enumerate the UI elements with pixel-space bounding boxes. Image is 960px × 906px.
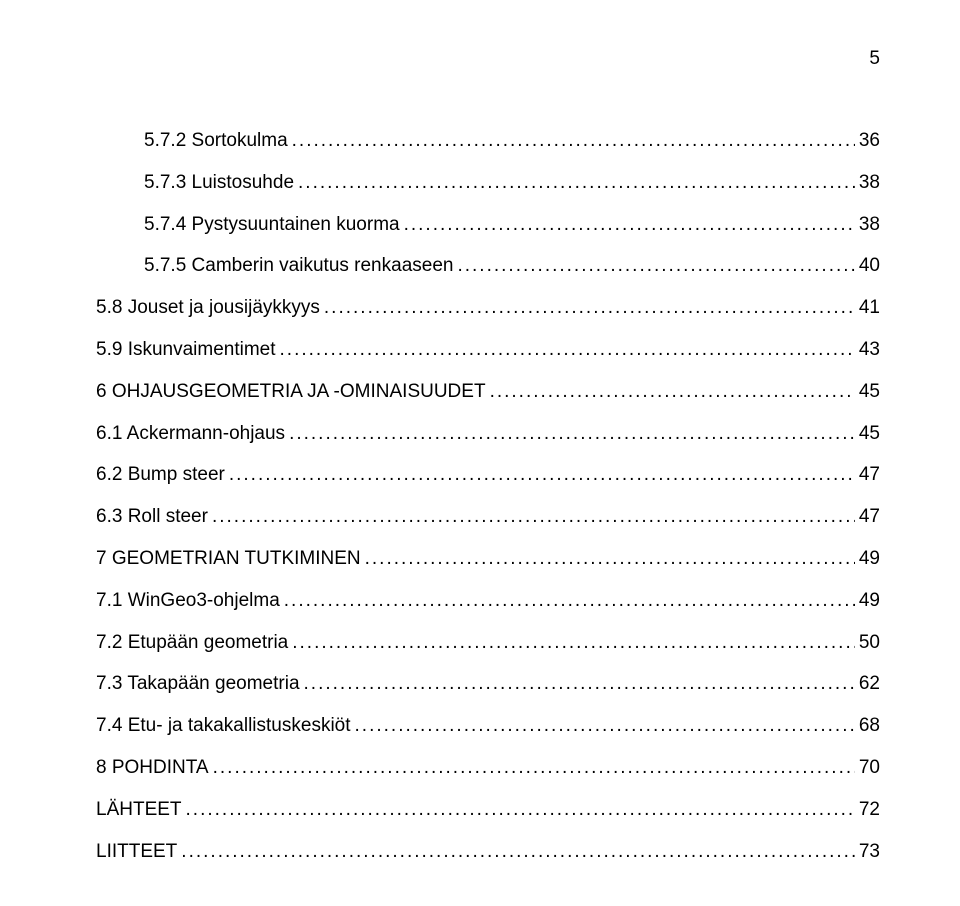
toc-entry: 7.3 Takapään geometria 62 — [96, 663, 880, 705]
toc-page: 72 — [859, 789, 880, 831]
toc-leader — [304, 663, 855, 705]
toc-page: 36 — [859, 120, 880, 162]
toc-page: 49 — [859, 580, 880, 622]
toc-leader — [365, 538, 855, 580]
toc-label: 5.7.2 Sortokulma — [144, 120, 288, 162]
toc-leader — [213, 747, 855, 789]
toc-entry: 8 POHDINTA 70 — [96, 747, 880, 789]
toc-entry: 6.3 Roll steer 47 — [96, 496, 880, 538]
toc-label: 5.7.4 Pystysuuntainen kuorma — [144, 204, 400, 246]
toc-label: 8 POHDINTA — [96, 747, 209, 789]
toc-entry: 5.7.3 Luistosuhde 38 — [96, 162, 880, 204]
toc-label: 5.8 Jouset ja jousijäykkyys — [96, 287, 320, 329]
toc-page: 49 — [859, 538, 880, 580]
toc-page: 50 — [859, 622, 880, 664]
toc-label: 5.9 Iskunvaimentimet — [96, 329, 276, 371]
toc-leader — [229, 454, 855, 496]
toc-leader — [181, 831, 855, 873]
toc-leader — [324, 287, 855, 329]
toc-label: 7.3 Takapään geometria — [96, 663, 300, 705]
toc-page: 47 — [859, 496, 880, 538]
toc-page: 41 — [859, 287, 880, 329]
toc-leader — [289, 413, 855, 455]
toc-leader — [212, 496, 855, 538]
toc-entry: LÄHTEET 72 — [96, 789, 880, 831]
toc-leader — [186, 789, 855, 831]
toc-page: 70 — [859, 747, 880, 789]
toc-entry: 7 GEOMETRIAN TUTKIMINEN 49 — [96, 538, 880, 580]
toc-entry: 5.7.2 Sortokulma 36 — [96, 120, 880, 162]
toc-page: 73 — [859, 831, 880, 873]
toc-leader — [490, 371, 855, 413]
toc-entry: LIITTEET 73 — [96, 831, 880, 873]
toc-entry: 6.1 Ackermann-ohjaus 45 — [96, 413, 880, 455]
toc-entry: 7.2 Etupään geometria 50 — [96, 622, 880, 664]
toc-page: 45 — [859, 413, 880, 455]
toc-label: 6.1 Ackermann-ohjaus — [96, 413, 285, 455]
toc-leader — [292, 622, 855, 664]
toc-label: 7.2 Etupään geometria — [96, 622, 288, 664]
toc-page: 38 — [859, 162, 880, 204]
toc-leader — [457, 245, 854, 287]
table-of-contents: 5.7.2 Sortokulma 36 5.7.3 Luistosuhde 38… — [96, 120, 880, 872]
toc-label: 7.4 Etu- ja takakallistuskeskiöt — [96, 705, 351, 747]
toc-page: 62 — [859, 663, 880, 705]
page-number: 5 — [869, 48, 880, 70]
toc-entry: 6.2 Bump steer 47 — [96, 454, 880, 496]
toc-leader — [284, 580, 855, 622]
toc-entry: 6 OHJAUSGEOMETRIA JA -OMINAISUUDET 45 — [96, 371, 880, 413]
toc-entry: 7.4 Etu- ja takakallistuskeskiöt 68 — [96, 705, 880, 747]
toc-entry: 5.7.4 Pystysuuntainen kuorma 38 — [96, 204, 880, 246]
toc-leader — [280, 329, 855, 371]
toc-leader — [292, 120, 855, 162]
toc-leader — [355, 705, 855, 747]
toc-label: 5.7.5 Camberin vaikutus renkaaseen — [144, 245, 453, 287]
toc-leader — [404, 204, 855, 246]
toc-leader — [298, 162, 855, 204]
toc-label: LÄHTEET — [96, 789, 182, 831]
toc-label: 6.3 Roll steer — [96, 496, 208, 538]
toc-label: 7 GEOMETRIAN TUTKIMINEN — [96, 538, 361, 580]
toc-label: 5.7.3 Luistosuhde — [144, 162, 294, 204]
toc-entry: 5.8 Jouset ja jousijäykkyys 41 — [96, 287, 880, 329]
toc-page: 68 — [859, 705, 880, 747]
toc-page: 40 — [859, 245, 880, 287]
toc-page: 45 — [859, 371, 880, 413]
toc-page: 47 — [859, 454, 880, 496]
toc-entry: 5.7.5 Camberin vaikutus renkaaseen 40 — [96, 245, 880, 287]
toc-label: LIITTEET — [96, 831, 177, 873]
toc-entry: 7.1 WinGeo3-ohjelma 49 — [96, 580, 880, 622]
toc-label: 7.1 WinGeo3-ohjelma — [96, 580, 280, 622]
toc-page: 43 — [859, 329, 880, 371]
toc-page: 38 — [859, 204, 880, 246]
toc-entry: 5.9 Iskunvaimentimet 43 — [96, 329, 880, 371]
toc-label: 6.2 Bump steer — [96, 454, 225, 496]
toc-label: 6 OHJAUSGEOMETRIA JA -OMINAISUUDET — [96, 371, 486, 413]
